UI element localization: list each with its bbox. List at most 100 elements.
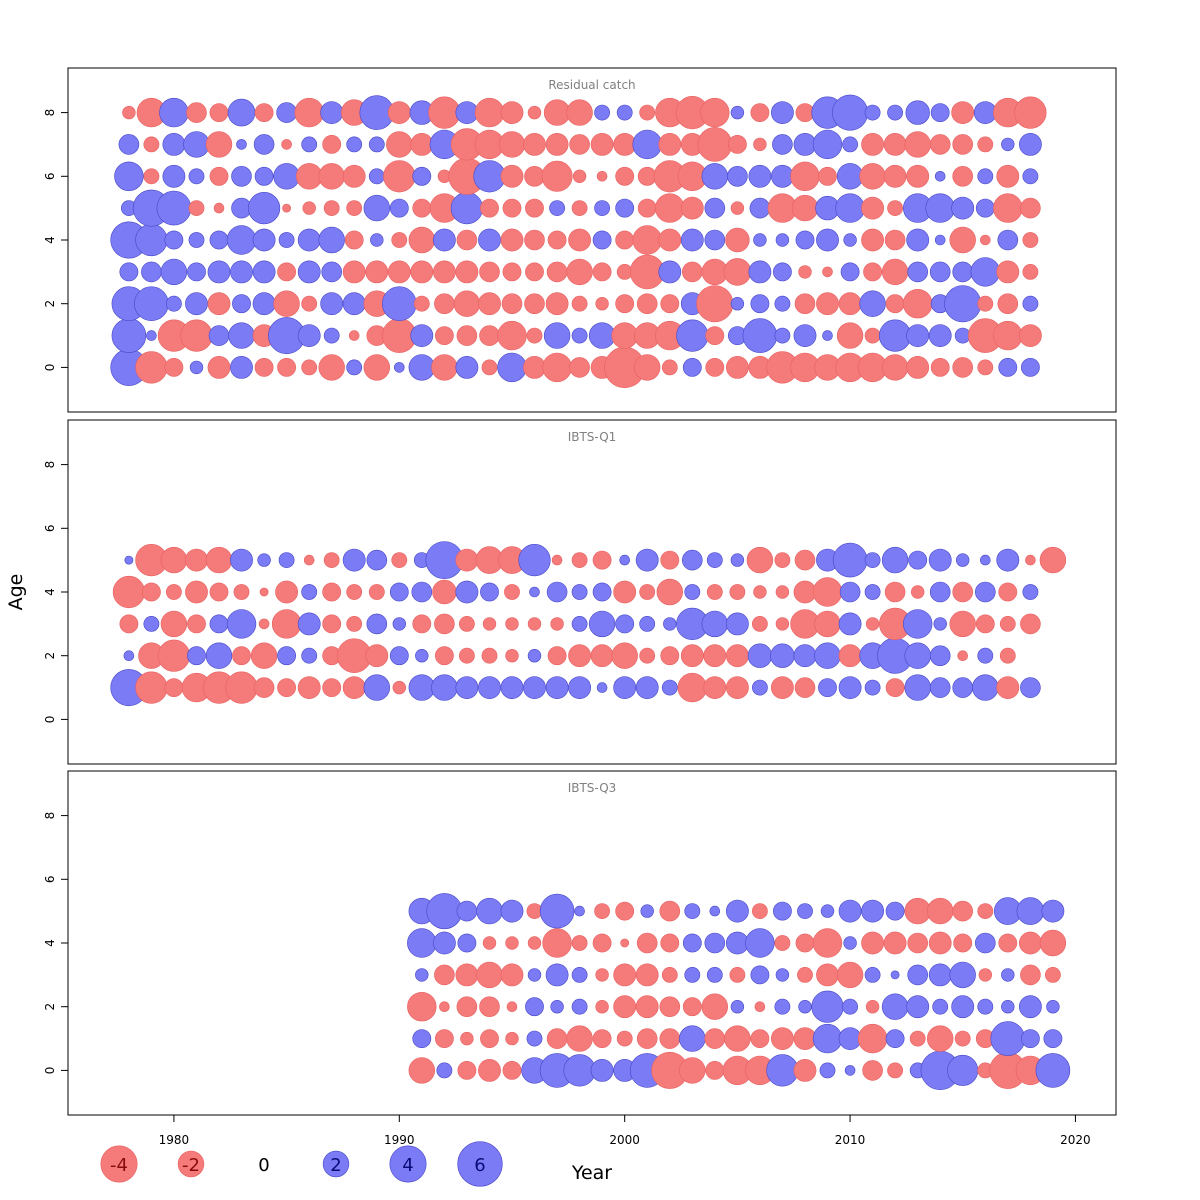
- bubble-age-5-1982: [213, 202, 225, 214]
- bubble-age-7-2015: [952, 134, 974, 155]
- bubble-age-2-2014: [929, 645, 951, 667]
- bubble-age-1-1991: [410, 324, 434, 348]
- bubble-age-3-2015: [952, 261, 974, 283]
- bubble-age-8-1994: [474, 97, 505, 128]
- bubble-age-4-1999: [592, 582, 612, 602]
- bubble-age-3-1980: [160, 610, 188, 638]
- bubble-age-3-1997: [546, 261, 568, 283]
- bubble-age-1-1993: [456, 325, 478, 346]
- bubble-age-2-2018: [1022, 295, 1039, 312]
- bubble-age-2-2002: [659, 996, 681, 1018]
- bubble-age-7-1985: [281, 139, 292, 150]
- bubble-age-0-1992: [431, 354, 458, 381]
- bubble-age-1-2013: [906, 324, 930, 348]
- legend-bubble: [322, 1150, 350, 1178]
- bubble-age-4-1987: [322, 582, 342, 602]
- bubble-age-3-2007: [775, 617, 790, 631]
- x-tick-label: 2000: [609, 1133, 640, 1147]
- bubble-age-7-2004: [697, 127, 733, 162]
- bubble-age-5-1990: [391, 552, 408, 568]
- bubble-age-4-1981: [188, 232, 205, 248]
- bubble-age-2-2000: [613, 995, 637, 1019]
- bubble-age-5-1982: [205, 546, 233, 574]
- y-tick-label: 2: [43, 1003, 57, 1011]
- bubble-age-3-2014: [929, 261, 951, 283]
- bubble-age-3-2013: [907, 964, 929, 986]
- bubble-age-3-1984: [252, 260, 276, 284]
- bubble-age-5-2015: [951, 196, 975, 220]
- bubble-age-5-1978: [124, 555, 134, 565]
- bubble-age-1-1998: [566, 1025, 593, 1052]
- bubble-age-8-1999: [594, 104, 610, 121]
- bubble-age-3-1985: [271, 609, 302, 639]
- bubble-age-5-2019: [1041, 899, 1065, 923]
- bubble-age-1-2013: [904, 674, 931, 701]
- bubble-age-3-2012: [881, 258, 909, 286]
- bubble-age-3-2003: [681, 261, 703, 283]
- bubble-age-4-1992: [432, 579, 457, 605]
- bubble-age-8-1983: [227, 98, 256, 127]
- bubble-age-5-1984: [248, 192, 281, 225]
- bubble-age-7-2012: [883, 132, 907, 156]
- bubble-age-3-1998: [571, 967, 588, 983]
- bubble-age-4-2002: [658, 228, 682, 252]
- bubble-age-2-1990: [381, 286, 417, 322]
- bubble-age-3-2005: [723, 258, 752, 286]
- bubble-age-4-1988: [346, 584, 363, 600]
- bubble-age-3-2009: [816, 963, 839, 987]
- bubble-age-4-2014: [929, 581, 951, 603]
- bubble-age-3-1992: [434, 613, 455, 635]
- bubble-age-5-1985: [278, 552, 295, 568]
- bubble-age-2-1998: [571, 998, 588, 1015]
- bubble-age-8-1990: [387, 101, 411, 125]
- bubble-age-7-1987: [322, 134, 342, 154]
- bubble-age-2-2001: [635, 995, 659, 1019]
- bubble-age-5-2018: [1025, 554, 1036, 566]
- bubble-age-3-2007: [775, 968, 790, 982]
- bubble-age-2-1980: [157, 639, 190, 672]
- bubble-age-4-2008: [795, 230, 815, 250]
- bubble-age-2-2002: [660, 294, 680, 314]
- bubble-age-2-2000: [615, 294, 635, 314]
- bubble-age-4-1980: [164, 230, 184, 250]
- bubble-age-5-1988: [342, 548, 366, 572]
- bubble-age-2-1987: [320, 292, 344, 316]
- bubble-age-6-2018: [1022, 168, 1039, 185]
- bubble-age-5-2010: [835, 193, 865, 223]
- bubble-age-4-1991: [408, 226, 435, 254]
- bubble-age-1-1995: [505, 1031, 519, 1046]
- bubble-age-6-2013: [906, 164, 930, 188]
- bubble-age-7-1979: [143, 136, 160, 153]
- panels: Residual catch 0 2 4 6 8 IBTS-Q1 0 2 4 6 8 IBTS-Q3 0 2…: [43, 67, 1117, 1116]
- bubble-age-2-1979: [134, 286, 169, 322]
- bubble-age-4-2019: [1039, 929, 1067, 957]
- bubble-age-1-2003: [676, 319, 709, 352]
- bubble-age-1-2010: [836, 322, 864, 349]
- bubble-age-3-1984: [258, 618, 270, 630]
- bubble-age-2-1988: [342, 292, 366, 316]
- bubble-age-8-2000: [616, 104, 633, 121]
- bubble-age-1-2004: [704, 1028, 726, 1049]
- bubble-age-4-2003: [680, 228, 704, 252]
- bubble-age-3-2000: [613, 963, 637, 987]
- bubble-age-3-2008: [798, 265, 812, 279]
- bubble-age-5-2015: [955, 553, 970, 567]
- bubble-age-5-1997: [549, 200, 565, 216]
- bubble-age-3-1997: [545, 963, 569, 987]
- bubble-age-5-1997: [539, 893, 575, 929]
- bubble-age-3-2010: [840, 262, 860, 282]
- bubble-age-5-2001: [640, 904, 654, 918]
- bubble-age-4-1990: [391, 232, 408, 248]
- bubble-age-6-1987: [318, 163, 345, 190]
- bubble-age-5-1993: [456, 900, 478, 922]
- bubble-age-4-2014: [928, 931, 952, 955]
- panel-title: IBTS-Q3: [568, 781, 617, 795]
- bubble-age-5-2018: [1020, 197, 1041, 219]
- bubble-age-2-2015: [951, 995, 975, 1019]
- y-axis-label: Age: [5, 574, 27, 611]
- bubble-age-1-2014: [928, 324, 952, 348]
- bubbles: [407, 893, 1071, 1090]
- y-tick-label: 6: [43, 524, 57, 532]
- bubble-age-0-1986: [301, 359, 318, 376]
- bubble-age-1-2019: [1043, 1029, 1063, 1049]
